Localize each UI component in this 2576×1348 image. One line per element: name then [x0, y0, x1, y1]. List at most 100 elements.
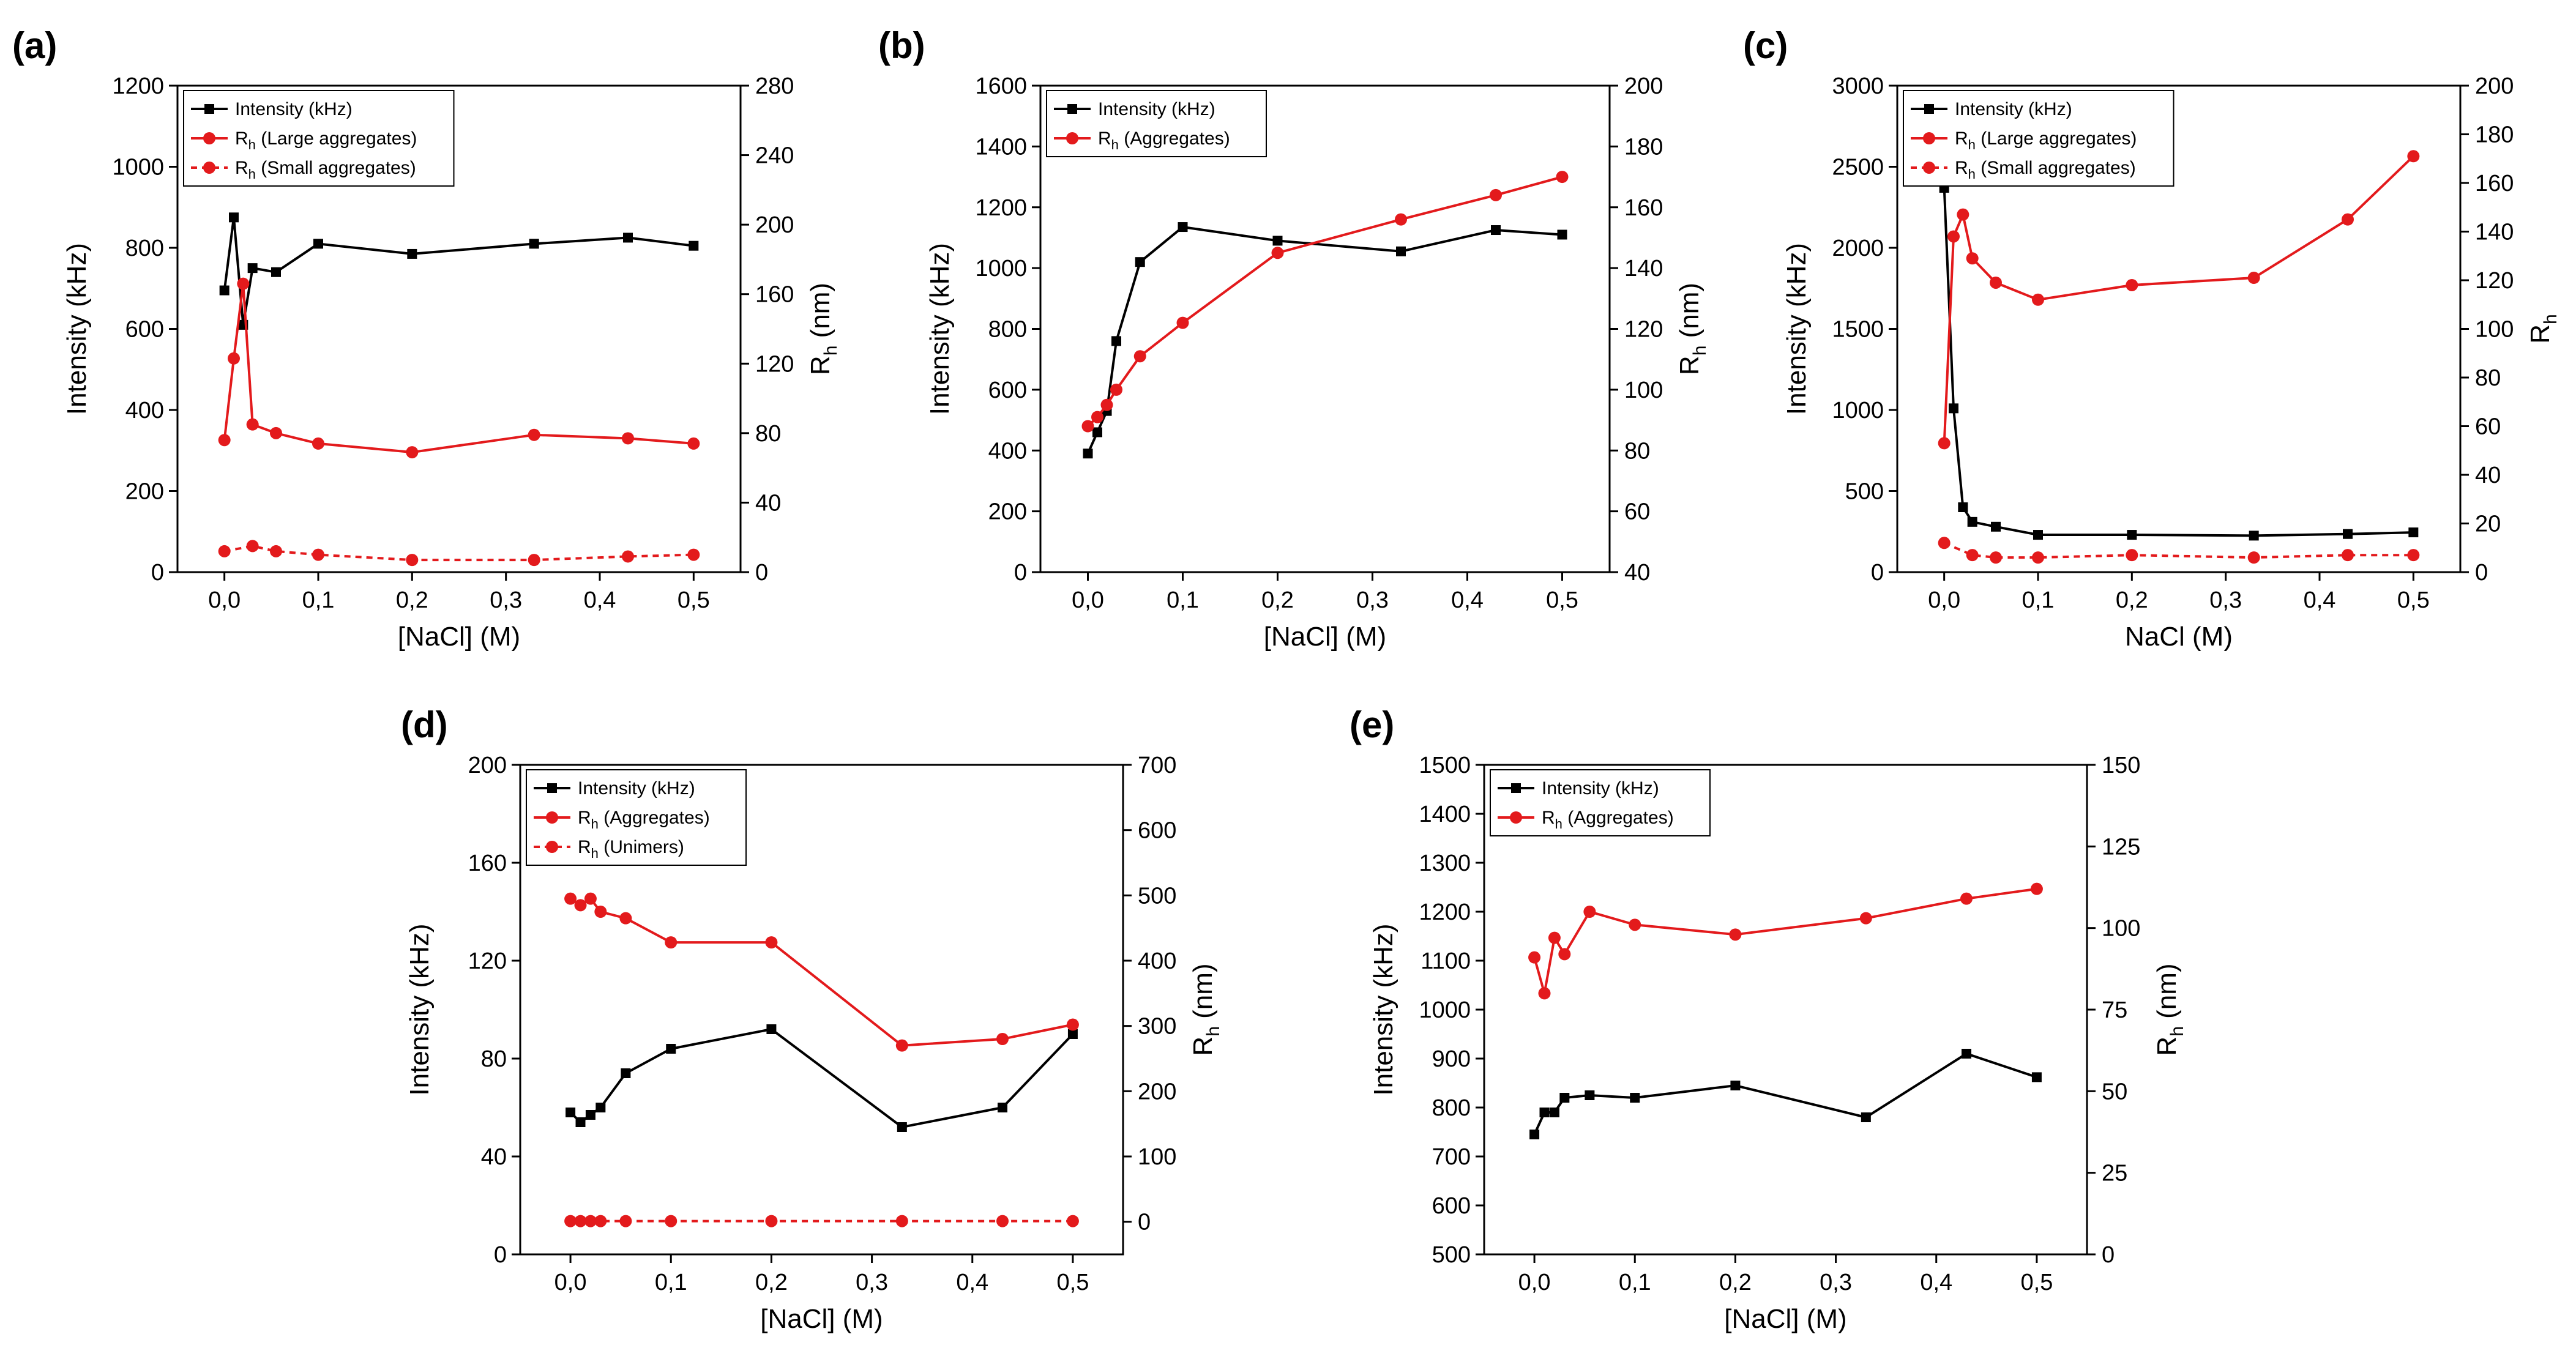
data-point-circle: [528, 428, 540, 441]
legend-label: Intensity (kHz): [1098, 99, 1215, 119]
data-point-circle: [1990, 276, 2002, 289]
data-point-square: [529, 239, 539, 249]
y-tick-label-left: 1300: [1419, 851, 1471, 876]
data-point-circle: [665, 1215, 678, 1227]
legend-label-sub: h: [591, 846, 599, 861]
data-point-square: [2127, 530, 2137, 540]
legend: Intensity (kHz) Rh (Aggregates): [1490, 769, 1711, 836]
panel-letter: (d): [401, 704, 448, 745]
x-axis-title: [NaCl] (M): [398, 622, 520, 652]
data-point-circle: [2032, 293, 2044, 306]
data-point-circle: [1938, 437, 1951, 450]
y-tick-label-left: 0: [1871, 560, 1884, 586]
data-point-circle: [594, 1215, 607, 1227]
data-point-square: [1083, 449, 1093, 459]
data-point-circle: [1990, 551, 2002, 564]
x-tick-label: 0,0: [1072, 587, 1104, 613]
data-point-square: [1092, 427, 1102, 438]
y-tick-label-right: 80: [1624, 438, 1650, 464]
data-point-square: [1585, 1090, 1595, 1100]
y-axis-title-right-sub: h: [821, 346, 841, 356]
y-tick-label-right: 140: [2475, 220, 2514, 245]
series-line: [223, 217, 694, 326]
y-tick-label-right: 60: [1624, 499, 1650, 525]
y-tick-label-left: 160: [468, 851, 507, 876]
y-tick-label-left: 3000: [1832, 73, 1884, 99]
data-point-square: [1178, 222, 1188, 233]
y-axis-title-right-main: R: [1188, 1037, 1218, 1056]
legend-marker: [204, 104, 214, 114]
data-point-square: [1396, 246, 1406, 256]
x-tick-label: 0,5: [2397, 587, 2430, 613]
data-point-square: [1967, 516, 1977, 527]
y-tick-label-right: 100: [2475, 317, 2514, 343]
data-point-circle: [246, 418, 259, 431]
y-tick-label-right: 200: [1138, 1079, 1176, 1104]
legend-marker: [203, 162, 215, 174]
y-axis-title-right-main: R: [1674, 356, 1704, 375]
x-axis-title: [NaCl] (M): [1264, 622, 1386, 652]
x-tick-label: 0,2: [1261, 587, 1294, 613]
data-point-square: [1539, 1108, 1550, 1117]
y-axis-title-right: Rh (nm): [805, 283, 841, 375]
data-point-circle: [1947, 230, 1960, 243]
data-point-square: [575, 1117, 586, 1127]
legend-label: Rh (Small aggregates): [235, 158, 416, 182]
x-tick-label: 0,2: [755, 1270, 788, 1295]
data-point-circle: [1558, 948, 1571, 961]
y-tick-label-right: 40: [1624, 560, 1650, 586]
y-tick-label-left: 900: [1432, 1046, 1471, 1072]
y-tick-label-right: 120: [2475, 268, 2514, 294]
data-point-circle: [218, 434, 231, 447]
x-tick-label: 0,0: [554, 1270, 587, 1295]
x-tick-label: 0,1: [1619, 1270, 1651, 1295]
legend-marker: [1067, 104, 1077, 114]
data-point-circle: [312, 548, 324, 561]
panel-letter: (c): [1743, 25, 1788, 66]
y-tick-label-left: 800: [1432, 1095, 1471, 1121]
y-tick-label-right: 160: [1624, 195, 1663, 221]
y-tick-label-right: 25: [2102, 1161, 2127, 1186]
y-tick-label-right: 120: [755, 351, 794, 377]
legend-label: Rh (Large aggregates): [235, 128, 417, 152]
legend-label-main: Intensity (kHz): [235, 99, 353, 119]
data-point-square: [2033, 530, 2043, 540]
y-tick-label-right: 100: [1138, 1144, 1176, 1170]
data-point-square: [766, 1024, 777, 1034]
data-point-circle: [622, 432, 634, 445]
x-tick-label: 0,3: [1820, 1270, 1852, 1295]
data-point-circle: [2126, 549, 2138, 562]
y-axis-title-right-unit: (nm): [1188, 963, 1218, 1026]
y-axis-title-right-unit: (nm): [1674, 283, 1704, 346]
legend-marker: [1924, 104, 1934, 114]
x-tick-label: 0,4: [584, 587, 616, 613]
y-axis-title-right-sub: h: [2167, 1026, 2187, 1037]
legend-label-main: R: [235, 158, 248, 178]
x-tick-label: 0,5: [2021, 1270, 2053, 1295]
data-point-square: [1529, 1130, 1540, 1139]
x-tick-label: 0,3: [2209, 587, 2242, 613]
data-point-square: [247, 263, 258, 274]
data-point-circle: [2342, 549, 2354, 562]
legend-marker: [547, 783, 557, 793]
data-point-square: [271, 267, 281, 277]
data-point-circle: [2126, 278, 2138, 291]
plot-frame: [1039, 84, 1611, 573]
data-point-circle: [270, 426, 282, 439]
y-tick-label-right: 400: [1138, 948, 1176, 974]
series-line: [224, 545, 694, 562]
legend-label: Rh (Unimers): [578, 837, 684, 861]
series-line: [569, 1027, 1074, 1129]
y-axis-title-right: Rh (nm): [2152, 963, 2187, 1056]
y-tick-label-left: 0: [1014, 560, 1027, 586]
y-axis-title-right: Rh (nm): [1188, 963, 1223, 1056]
chart-panel-e: (e)0,0 0,1 0,2 0,3 0,4 0,55006007008009001000…: [1350, 704, 2187, 1334]
y-tick-label-right: 0: [755, 560, 768, 586]
legend-label-main: R: [578, 808, 591, 828]
x-tick-label: 0,1: [1167, 587, 1199, 613]
legend-label: Rh (Aggregates): [1098, 128, 1230, 152]
data-point-square: [313, 239, 323, 249]
x-tick-label: 0,3: [856, 1270, 888, 1295]
y-tick-label-right: 0: [2475, 560, 2488, 586]
series-line: [1087, 176, 1563, 427]
